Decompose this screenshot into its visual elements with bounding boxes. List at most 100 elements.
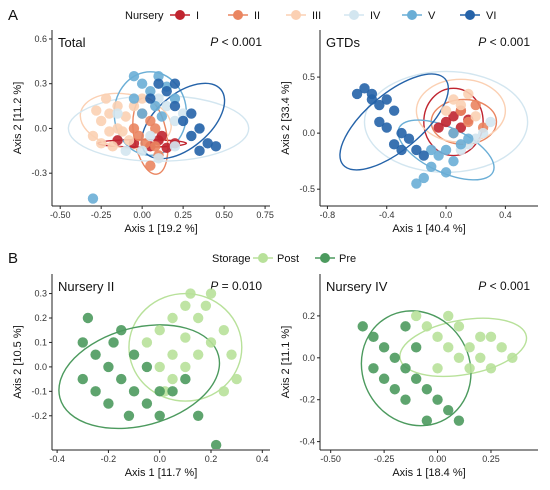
- point-pre: [90, 386, 101, 397]
- point-post: [205, 288, 217, 299]
- plot-area: [357, 310, 528, 427]
- point-iii: [128, 100, 140, 112]
- point-post: [154, 361, 165, 373]
- point-pre: [123, 410, 135, 421]
- point-ii: [145, 115, 156, 127]
- storage-legend-title: Storage: [212, 253, 251, 265]
- point-iv: [169, 115, 181, 127]
- point-iii: [91, 105, 102, 116]
- y-axis-title: Axis 2 [33.4 %]: [280, 81, 292, 154]
- point-post: [432, 363, 443, 374]
- p-value-label: P = 0.010: [210, 279, 262, 293]
- point-pre: [389, 384, 401, 395]
- panel-title: Nursery IV: [326, 279, 388, 294]
- panel-nursery-ii: -0.4 -0.2 0.0 0.2 0.4 -0.2 -0.1 0.0 0.1 0.2 0.3 Axi…: [12, 274, 270, 479]
- x-tick-label: 0.75: [256, 210, 274, 220]
- legend-key-point-pre: [320, 253, 330, 263]
- point-iii: [463, 88, 474, 100]
- point-pre: [116, 373, 127, 385]
- point-post: [180, 361, 191, 373]
- point-iii: [440, 105, 452, 116]
- point-v: [440, 144, 452, 156]
- point-v: [128, 71, 140, 82]
- point-vi: [169, 78, 181, 89]
- point-ii: [150, 141, 161, 152]
- x-tick-label: -0.8: [320, 210, 336, 220]
- x-axis-title: Axis 1 [11.7 %]: [125, 467, 198, 479]
- point-vi: [374, 116, 385, 128]
- panel-nursery-iv: -0.50 -0.25 0.00 0.25 -0.4 -0.2 0.0 0.2 Axis 1 […: [280, 274, 538, 479]
- point-post: [167, 312, 178, 324]
- point-post: [154, 325, 165, 336]
- nursery-legend-entries: I II III IV V VI: [170, 10, 496, 22]
- point-vi: [396, 127, 407, 139]
- p-value-label: P < 0.001: [478, 35, 530, 49]
- point-post: [475, 331, 486, 343]
- point-post: [185, 288, 196, 299]
- point-vi: [381, 94, 392, 105]
- p-value-label: P < 0.001: [478, 279, 530, 293]
- point-v: [128, 93, 140, 104]
- storage-legend: Storage Post Pre: [212, 253, 356, 265]
- x-axis-title: Axis 1 [18.4 %]: [392, 467, 465, 479]
- y-tick-label: -0.3: [31, 168, 47, 178]
- y-axis-title: Axis 2 [11.2 %]: [12, 82, 24, 155]
- x-tick-label: -0.25: [374, 454, 395, 464]
- point-v: [156, 111, 168, 122]
- x-tick-label: 0.00: [133, 210, 151, 220]
- point-post: [180, 332, 191, 343]
- point-ii: [470, 99, 481, 111]
- point-iii: [104, 108, 115, 119]
- panel-title: GTDs: [326, 35, 360, 50]
- section-label-b: B: [8, 250, 18, 267]
- legend-label-ii: II: [254, 10, 260, 22]
- x-tick-label: 0.4: [256, 454, 269, 464]
- y-tick-label: -0.2: [299, 395, 315, 405]
- y-tick-label: 0.3: [34, 289, 47, 299]
- point-post: [167, 349, 178, 360]
- point-post: [496, 342, 507, 353]
- point-pre: [116, 325, 127, 336]
- x-tick-label: 0.25: [174, 210, 192, 220]
- point-post: [432, 331, 443, 343]
- point-iv: [112, 108, 123, 119]
- panel-total: -0.50 -0.25 0.00 0.25 0.50 0.75 -0.3 0.0 0.3 0.6 A…: [12, 30, 274, 235]
- point-vi: [161, 85, 172, 97]
- point-post: [485, 363, 497, 374]
- point-vi: [351, 88, 363, 100]
- x-tick-label: -0.50: [50, 210, 71, 220]
- point-iii: [117, 126, 128, 137]
- point-i: [433, 122, 444, 133]
- y-tick-label: -0.2: [31, 411, 47, 421]
- point-i: [455, 122, 467, 133]
- x-tick-label: -0.4: [379, 210, 395, 220]
- point-pre: [108, 337, 119, 348]
- panel-gtds: -0.8 -0.4 0.0 0.4 -0.5 0.0 0.5 Axis 1 [40.4 %] A…: [280, 30, 538, 235]
- point-iii: [112, 100, 123, 112]
- plot-area: [339, 70, 529, 189]
- point-i: [448, 111, 459, 122]
- point-pre: [421, 384, 433, 395]
- point-post: [167, 373, 178, 385]
- x-tick-label: 0.00: [429, 454, 447, 464]
- legend-key-point-iii: [291, 10, 301, 20]
- x-tick-label: -0.25: [91, 210, 112, 220]
- point-pre: [421, 415, 433, 426]
- legend-label-iii: III: [312, 10, 321, 22]
- confidence-ellipse-post: [399, 317, 528, 378]
- x-tick-label: -0.2: [101, 454, 117, 464]
- point-iii: [448, 94, 459, 105]
- point-iii: [100, 93, 112, 104]
- y-tick-label: 0.2: [34, 313, 47, 323]
- point-pre: [443, 404, 454, 416]
- confidence-ellipse-i: [423, 87, 484, 157]
- point-vi: [210, 141, 222, 152]
- point-vi: [194, 123, 205, 134]
- point-vi: [396, 144, 407, 156]
- point-post: [180, 300, 191, 311]
- y-tick-label: 0.3: [34, 79, 47, 89]
- point-ii: [133, 130, 145, 142]
- legend-key-point-v: [407, 10, 417, 20]
- point-v: [136, 108, 148, 119]
